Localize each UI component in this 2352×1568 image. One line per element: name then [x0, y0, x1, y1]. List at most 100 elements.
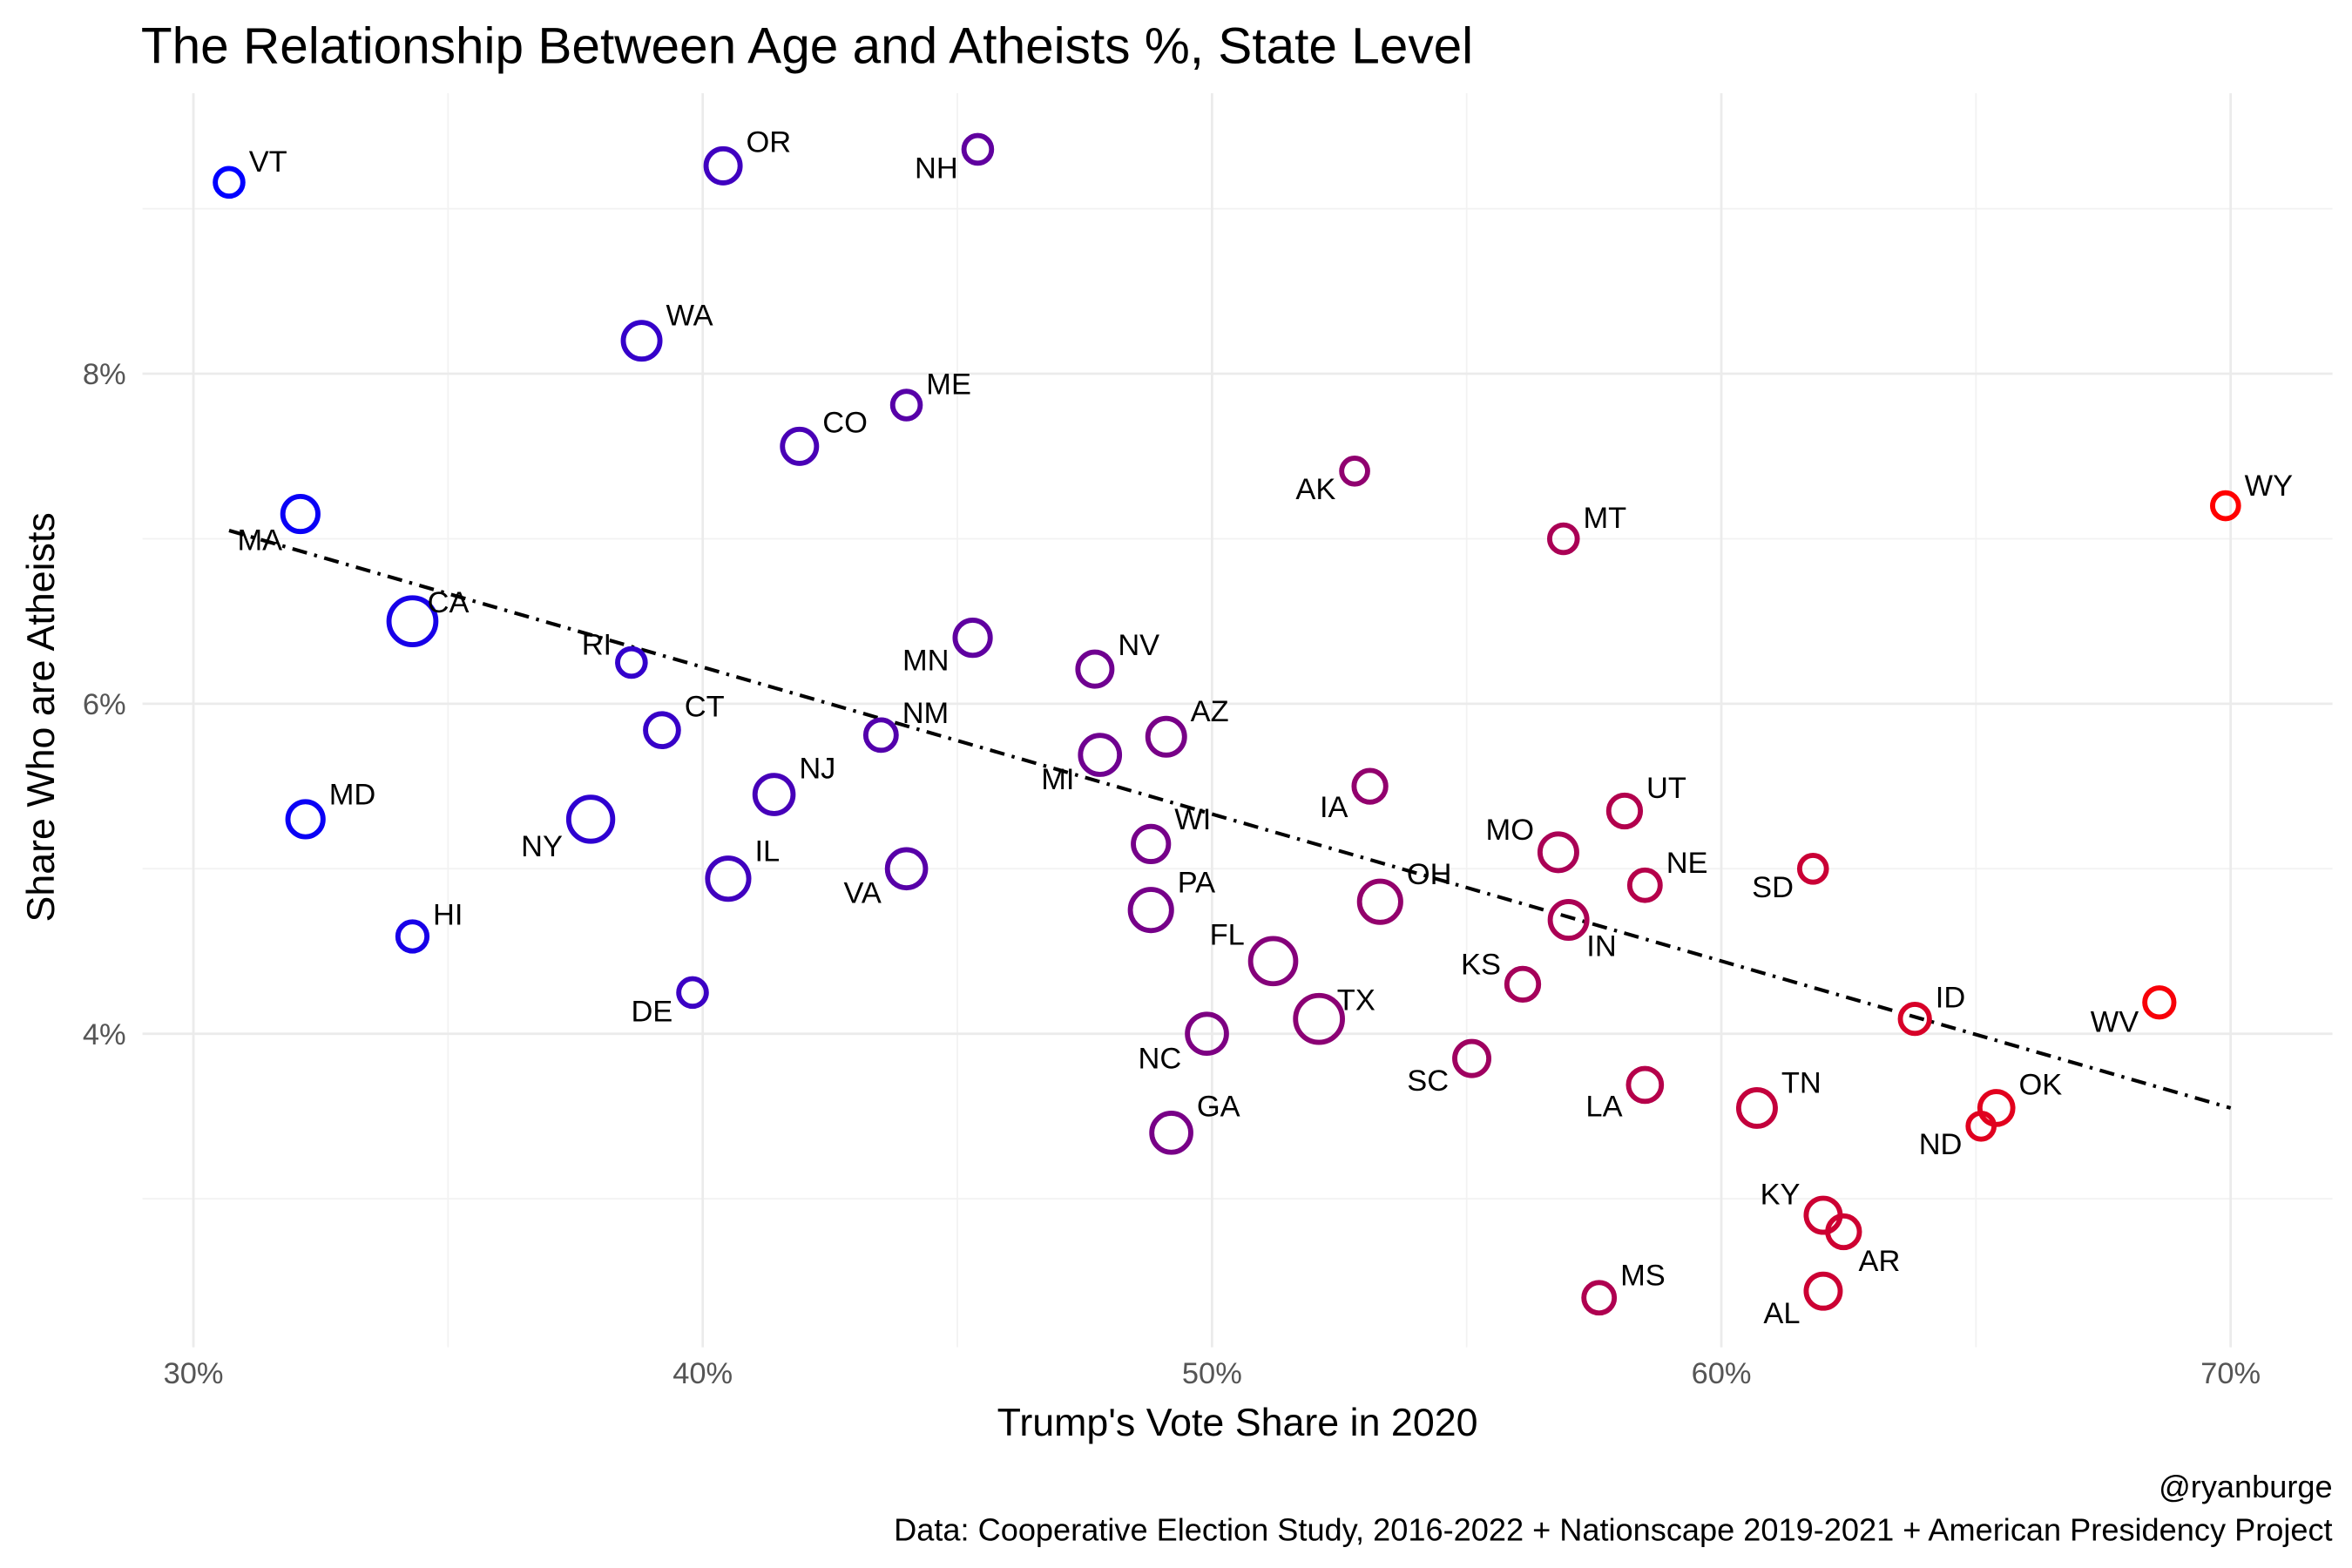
- point-label: WA: [666, 300, 713, 333]
- point-label: SC: [1407, 1064, 1449, 1098]
- point-or: [703, 145, 743, 186]
- point-label: MD: [329, 779, 376, 812]
- point-sd: [1796, 852, 1829, 885]
- point-nd: [1965, 1110, 1997, 1142]
- point-sc: [1452, 1038, 1492, 1078]
- point-label: MT: [1584, 502, 1627, 535]
- point-label: MN: [902, 644, 950, 677]
- point-nv: [1075, 649, 1115, 689]
- point-label: KS: [1461, 949, 1501, 982]
- point-ga: [1149, 1111, 1193, 1155]
- point-mo: [1537, 831, 1579, 874]
- point-label: SD: [1752, 871, 1794, 904]
- point-label: NY: [521, 830, 563, 863]
- point-va: [884, 847, 929, 891]
- point-label: AL: [1763, 1297, 1800, 1330]
- point-ma: [280, 493, 321, 535]
- point-in: [1547, 899, 1590, 941]
- point-label: NH: [915, 152, 958, 186]
- point-label: NJ: [799, 753, 835, 786]
- point-label: KY: [1761, 1178, 1801, 1211]
- point-wy: [2210, 490, 2241, 522]
- x-tick-label: 60%: [1692, 1357, 1752, 1390]
- point-label: ID: [1936, 981, 1965, 1014]
- y-axis-ticks: 4% 6% 8%: [83, 358, 126, 1051]
- point-ok: [1977, 1089, 2016, 1127]
- point-label: ME: [926, 368, 971, 402]
- point-label: MI: [1041, 763, 1074, 796]
- point-ne: [1626, 867, 1663, 903]
- point-label: GA: [1197, 1090, 1240, 1123]
- caption-source: Data: Cooperative Election Study, 2016-2…: [894, 1512, 2332, 1548]
- point-label: VT: [249, 145, 287, 179]
- y-tick-label: 4%: [83, 1018, 126, 1051]
- point-label: CT: [685, 691, 725, 724]
- point-oh: [1356, 878, 1403, 925]
- point-mt: [1547, 522, 1580, 556]
- x-tick-label: 70%: [2200, 1357, 2261, 1390]
- point-label: FL: [1210, 918, 1245, 951]
- point-label: AZ: [1191, 695, 1229, 728]
- point-label: WV: [2091, 1006, 2139, 1039]
- point-mn: [952, 618, 993, 659]
- point-label: WY: [2245, 470, 2293, 503]
- point-label: AR: [1859, 1245, 1901, 1278]
- point-wi: [1131, 823, 1172, 864]
- point-ky: [1803, 1195, 1843, 1235]
- point-label: HI: [433, 899, 463, 932]
- point-co: [780, 426, 820, 466]
- point-label: IL: [754, 835, 780, 868]
- point-label: WI: [1174, 803, 1211, 836]
- point-label: LA: [1585, 1091, 1622, 1124]
- point-label: NV: [1118, 629, 1159, 662]
- point-ks: [1504, 965, 1542, 1004]
- point-nh: [961, 132, 995, 166]
- x-tick-label: 40%: [672, 1357, 733, 1390]
- point-label: CO: [822, 406, 868, 439]
- point-ut: [1605, 792, 1644, 830]
- caption-author: @ryanburge: [2159, 1469, 2333, 1504]
- point-fl: [1247, 936, 1299, 987]
- point-al: [1803, 1271, 1843, 1311]
- point-tx: [1293, 992, 1345, 1045]
- point-il: [705, 855, 752, 902]
- point-label: MO: [1486, 814, 1534, 847]
- point-de: [676, 976, 709, 1010]
- point-md: [285, 799, 326, 840]
- point-ct: [643, 711, 681, 750]
- point-la: [1625, 1065, 1665, 1105]
- point-labels: VT OR NH WA ME CO AK WY MA MT CA RI MN NV CT NM AZ MI IA NJ…: [238, 125, 2294, 1330]
- point-ms: [1581, 1280, 1618, 1316]
- y-tick-label: 6%: [83, 688, 126, 721]
- chart-title: The Relationship Between Age and Atheist…: [141, 18, 1473, 75]
- point-ia: [1351, 767, 1389, 805]
- x-axis-label: Trump's Vote Share in 2020: [997, 1401, 1478, 1444]
- point-tn: [1735, 1086, 1778, 1129]
- y-tick-label: 8%: [83, 358, 126, 391]
- point-nc: [1185, 1011, 1229, 1057]
- point-label: NM: [902, 697, 950, 730]
- point-hi: [395, 919, 430, 954]
- point-label: UT: [1646, 772, 1686, 805]
- point-nm: [862, 717, 899, 754]
- point-mi: [1078, 733, 1123, 777]
- x-tick-label: 50%: [1182, 1357, 1242, 1390]
- point-wa: [620, 320, 663, 362]
- point-id: [1897, 1002, 1932, 1037]
- point-label: NE: [1666, 847, 1708, 880]
- y-axis-label: Share Who are Atheists: [19, 512, 63, 922]
- point-ri: [615, 645, 648, 679]
- point-vt: [213, 166, 246, 199]
- point-label: MA: [238, 524, 283, 557]
- point-label: OK: [2019, 1068, 2063, 1101]
- point-label: IN: [1586, 929, 1616, 963]
- point-label: IA: [1320, 791, 1348, 824]
- point-nj: [752, 773, 796, 816]
- x-tick-label: 30%: [164, 1357, 224, 1390]
- point-me: [889, 389, 923, 422]
- data-points: [213, 132, 2241, 1316]
- point-ak: [1339, 455, 1370, 487]
- point-label: VA: [843, 876, 881, 909]
- grid: [142, 93, 2333, 1348]
- x-axis-ticks: 30% 40% 50% 60% 70%: [164, 1357, 2261, 1390]
